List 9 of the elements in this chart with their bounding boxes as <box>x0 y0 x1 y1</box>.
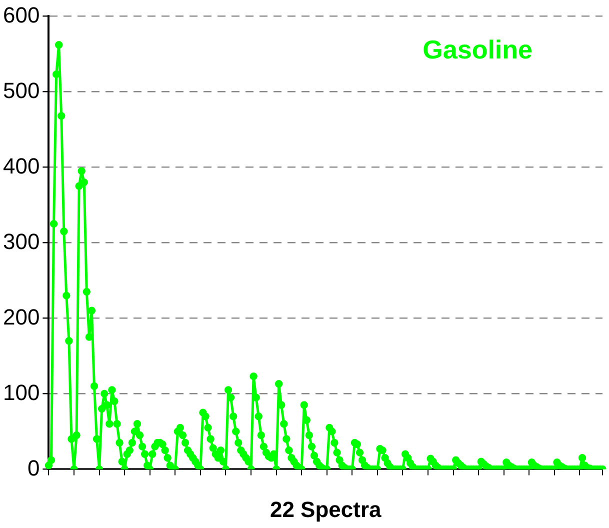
annotation: Gasoline <box>422 34 532 64</box>
y-tick-label: 600 <box>2 2 40 28</box>
y-tick-label: 400 <box>2 153 40 178</box>
x-axis-title: 22 Spectra <box>270 496 382 522</box>
y-tick-label: 200 <box>2 304 40 330</box>
y-tick-label: 300 <box>2 228 40 254</box>
y-tick-label: 0 <box>27 455 40 480</box>
y-tick-label: 100 <box>2 380 40 405</box>
y-tick-label: 500 <box>2 78 40 103</box>
